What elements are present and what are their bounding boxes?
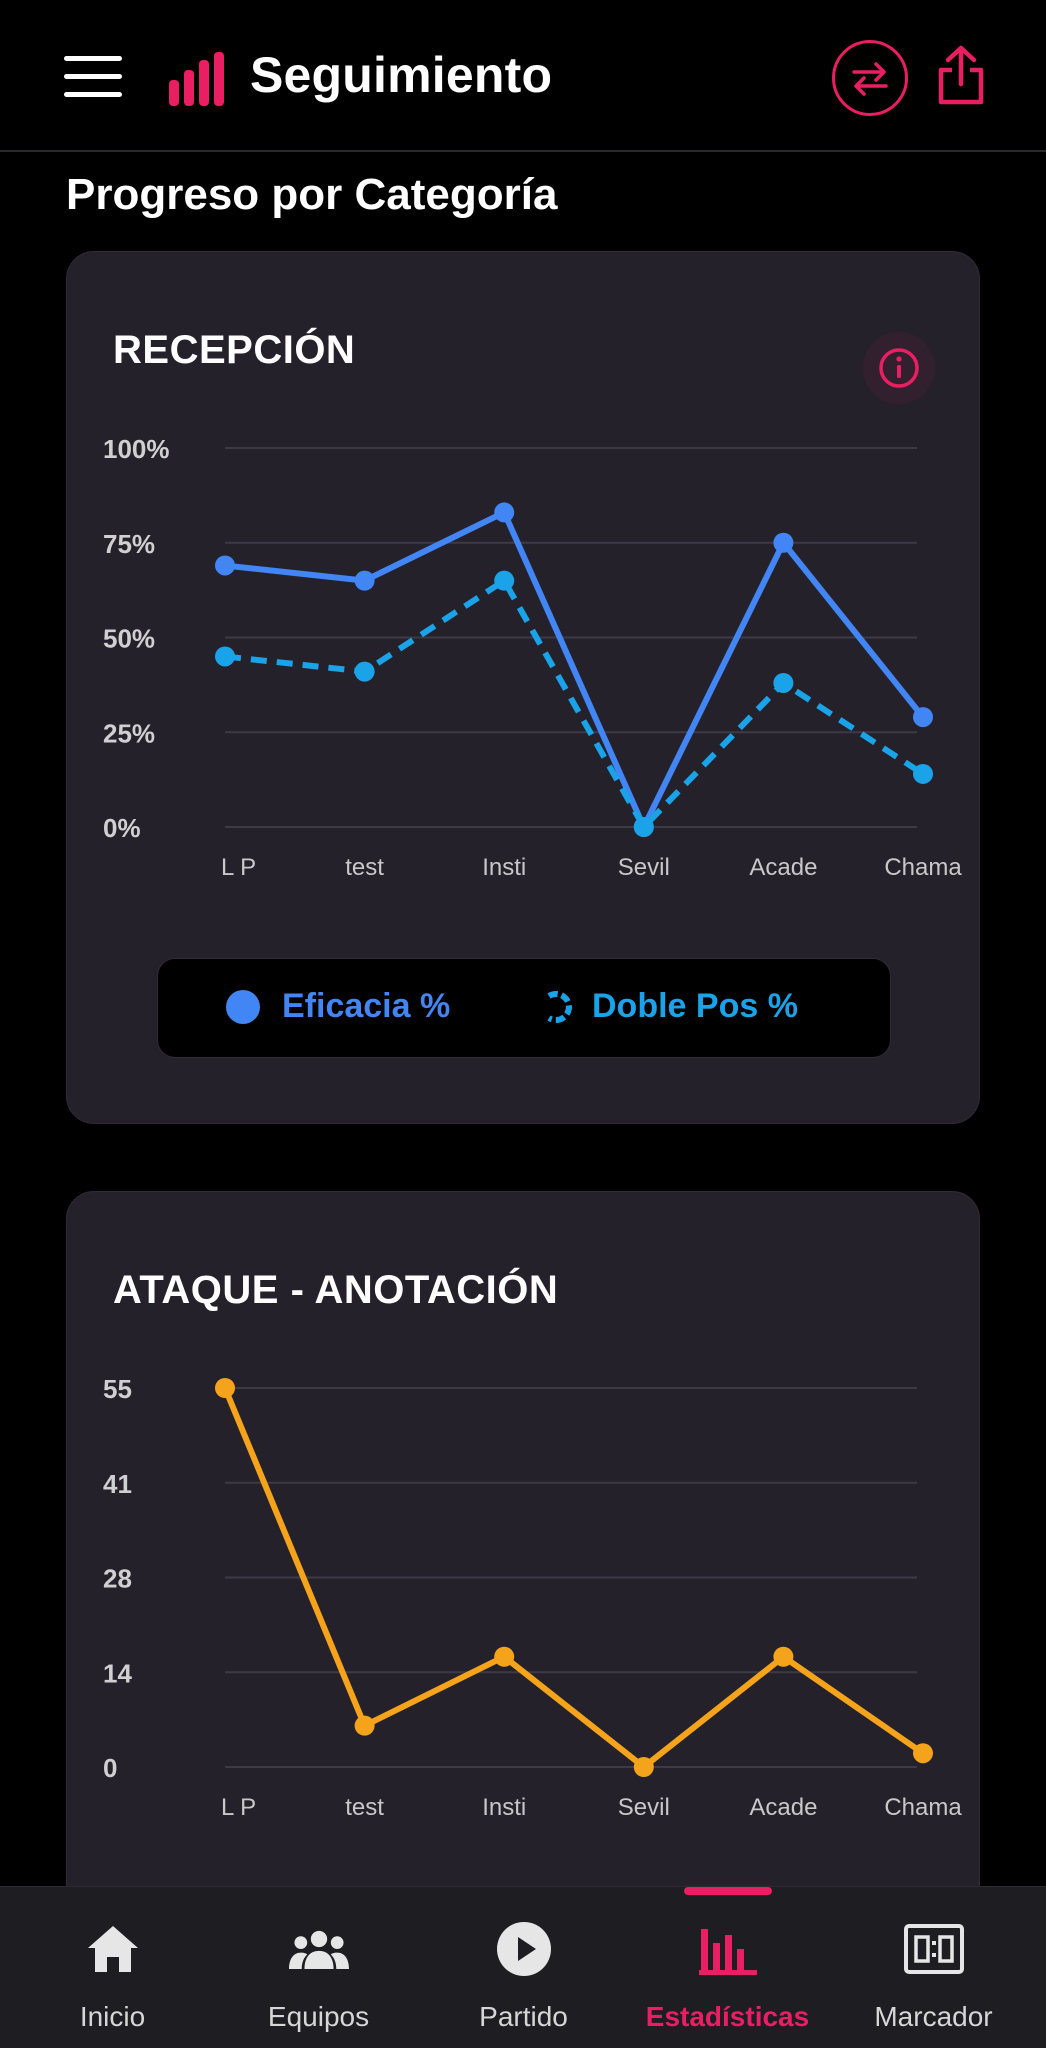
legend-item-doble[interactable]: Doble Pos % <box>540 987 798 1026</box>
x-tick-label: Acade <box>749 854 817 881</box>
y-tick-label: 25% <box>103 718 155 748</box>
share-icon[interactable] <box>936 44 986 106</box>
x-tick-label: Chama <box>884 1794 962 1821</box>
y-tick-label: 75% <box>103 529 155 559</box>
data-point[interactable] <box>494 1646 515 1667</box>
nav-item-inicio[interactable]: Inicio <box>8 1887 217 2048</box>
x-tick-label: test <box>345 854 384 881</box>
nav-item-partido[interactable]: Partido <box>419 1887 628 2048</box>
x-tick-label: Sevil <box>618 854 670 881</box>
dashed-ring-icon <box>547 990 572 1023</box>
data-point[interactable] <box>633 817 654 837</box>
x-tick-label: L P <box>221 854 256 881</box>
ataque-line-chart: 55 41 28 14 0 L P test Insti Sevil Acade Chama <box>103 1374 962 1821</box>
nav-label: Estadísticas <box>645 2001 810 2032</box>
data-point[interactable] <box>773 1646 794 1667</box>
group-icon <box>288 1919 349 1979</box>
series-line <box>224 577 925 830</box>
legend-label: Eficacia % <box>282 987 451 1025</box>
bar-chart-logo-icon <box>169 52 224 106</box>
y-tick-label: 50% <box>103 624 155 654</box>
swap-arrows-icon <box>852 62 888 96</box>
data-point[interactable] <box>773 672 794 693</box>
play-icon <box>494 1919 554 1979</box>
chart-title: RECEPCIÓN <box>113 328 356 372</box>
data-point[interactable] <box>773 532 794 553</box>
legend-label: Doble Pos % <box>592 987 798 1025</box>
active-tab-indicator <box>684 1887 772 1895</box>
data-point[interactable] <box>494 502 515 523</box>
y-tick-label: 0 <box>103 1753 117 1783</box>
y-tick-label: 0% <box>103 813 141 843</box>
x-tick-label: Insti <box>482 1794 526 1821</box>
legend-item-eficacia[interactable]: Eficacia % <box>226 987 450 1026</box>
chart-legend: Eficacia % Doble Pos % <box>157 958 891 1058</box>
x-tick-label: Chama <box>884 854 962 881</box>
nav-item-equipos[interactable]: Equipos <box>214 1887 423 2048</box>
chart-title: ATAQUE - ANOTACIÓN <box>113 1268 559 1312</box>
info-button[interactable] <box>863 332 935 404</box>
data-point[interactable] <box>913 707 933 728</box>
info-icon <box>879 348 919 388</box>
x-tick-label: L P <box>221 1794 256 1821</box>
nav-label: Equipos <box>267 2001 370 2032</box>
page-title: Seguimiento <box>250 47 553 103</box>
y-tick-label: 100% <box>103 434 170 464</box>
data-point[interactable] <box>913 763 933 784</box>
bottom-navigation: Inicio Equipos Partido <box>0 1886 1046 2048</box>
recepcion-line-chart: 100% 75% 50% 25% 0% L P test Insti Sevil Acade Cha… <box>103 434 962 881</box>
data-point[interactable] <box>215 555 235 576</box>
y-tick-label: 41 <box>103 1469 132 1499</box>
swap-button[interactable] <box>832 40 908 116</box>
y-tick-label: 28 <box>103 1564 132 1594</box>
data-point[interactable] <box>354 1715 375 1736</box>
nav-item-marcador[interactable]: Marcador <box>829 1887 1038 2048</box>
scoreboard-icon <box>903 1919 964 1979</box>
nav-label: Partido <box>479 2001 568 2032</box>
x-tick-label: test <box>345 1794 384 1821</box>
nav-label: Marcador <box>874 2001 993 2032</box>
home-icon <box>83 1919 143 1979</box>
recepcion-card: RECEPCIÓN 100% 75% 50% 25% 0% L P test Insti Sev… <box>66 251 980 1124</box>
bar-chart-icon <box>698 1919 758 1979</box>
series-line <box>224 509 926 830</box>
data-point[interactable] <box>494 570 515 591</box>
data-point[interactable] <box>633 1757 654 1777</box>
data-point[interactable] <box>913 1743 933 1764</box>
y-tick-label: 55 <box>103 1374 132 1404</box>
data-point[interactable] <box>354 570 375 591</box>
data-point[interactable] <box>354 661 375 682</box>
x-tick-label: Acade <box>749 1794 817 1821</box>
solid-dot-icon <box>226 989 260 1024</box>
series-line <box>222 1386 925 1770</box>
data-point[interactable] <box>215 1378 235 1398</box>
menu-icon[interactable] <box>64 54 122 98</box>
app-bar: Seguimiento <box>0 0 1046 152</box>
x-tick-label: Insti <box>482 854 526 881</box>
y-tick-label: 14 <box>103 1658 132 1688</box>
data-point[interactable] <box>215 646 235 667</box>
nav-label: Inicio <box>79 2001 146 2032</box>
section-title: Progreso por Categoría <box>66 170 558 219</box>
x-tick-label: Sevil <box>618 1794 670 1821</box>
nav-item-estadisticas[interactable]: Estadísticas <box>623 1887 832 2048</box>
